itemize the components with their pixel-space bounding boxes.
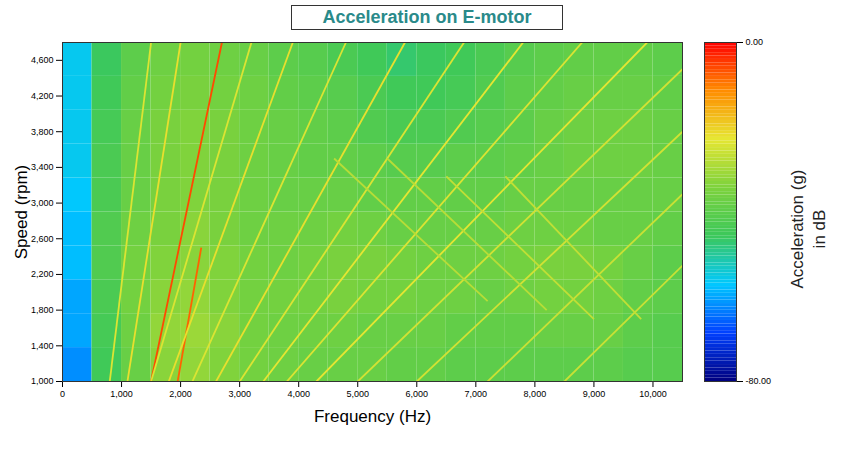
svg-text:5,000: 5,000 [346, 389, 369, 399]
svg-text:3,000: 3,000 [228, 389, 251, 399]
svg-text:2,200: 2,200 [31, 269, 54, 279]
svg-text:Frequency (Hz): Frequency (Hz) [314, 407, 431, 426]
svg-text:4,000: 4,000 [287, 389, 310, 399]
svg-text:3,000: 3,000 [31, 198, 54, 208]
svg-text:2,600: 2,600 [31, 234, 54, 244]
svg-text:9,000: 9,000 [583, 389, 606, 399]
html-text:Acceleration on E-motor: Acceleration on E-motor [322, 6, 532, 27]
svg-text:-80.00: -80.00 [746, 376, 772, 386]
svg-text:4,600: 4,600 [31, 55, 54, 65]
svg-text:1,400: 1,400 [31, 341, 54, 351]
svg-text:Speed (rpm): Speed (rpm) [12, 165, 31, 259]
svg-text:0: 0 [60, 389, 65, 399]
svg-text:6,000: 6,000 [406, 389, 429, 399]
svg-text:1,000: 1,000 [110, 389, 133, 399]
svg-text:4,200: 4,200 [31, 91, 54, 101]
svg-text:2,000: 2,000 [169, 389, 192, 399]
svg-text:10,000: 10,000 [639, 389, 667, 399]
svg-text:3,800: 3,800 [31, 127, 54, 137]
html-text:in dB: in dB [810, 209, 829, 249]
svg-text:7,000: 7,000 [465, 389, 488, 399]
svg-text:3,400: 3,400 [31, 162, 54, 172]
svg-text:0.00: 0.00 [746, 37, 764, 47]
html-text:Acceleration (g): Acceleration (g) [788, 169, 807, 289]
svg-text:1,000: 1,000 [31, 376, 54, 386]
svg-text:1,800: 1,800 [31, 305, 54, 315]
svg-text:8,000: 8,000 [524, 389, 547, 399]
